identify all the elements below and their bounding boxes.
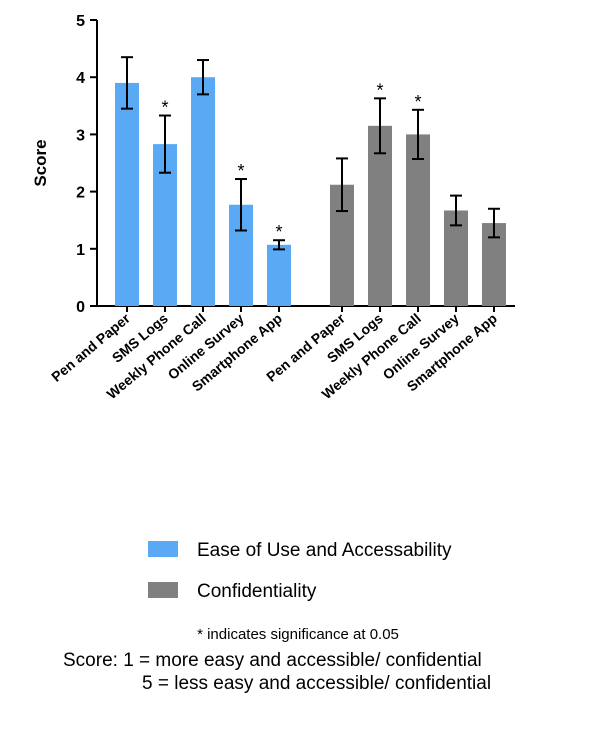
y-tick-label: 1 — [76, 242, 85, 259]
significance-mark: * — [275, 222, 282, 242]
legend-label: Confidentiality — [197, 581, 317, 602]
footnote: * indicates significance at 0.05 — [197, 626, 399, 643]
legend-swatch — [148, 541, 178, 557]
bar — [115, 82, 139, 306]
y-tick-label: 2 — [76, 185, 85, 202]
legend-label: Ease of Use and Accessability — [197, 540, 452, 561]
y-tick-label: 4 — [76, 70, 85, 87]
bar — [191, 77, 215, 306]
y-tick-label: 5 — [76, 13, 85, 30]
score-note: Score: 1 = more easy and accessible/ con… — [63, 650, 482, 671]
bar — [444, 210, 468, 306]
bar — [406, 134, 430, 306]
significance-mark: * — [414, 92, 421, 112]
significance-mark: * — [161, 98, 168, 118]
y-tick-label: 3 — [76, 127, 85, 144]
score-note: 5 = less easy and accessible/ confidenti… — [142, 673, 491, 694]
y-axis-label: Score — [31, 139, 50, 186]
bar — [368, 125, 392, 306]
significance-mark: * — [376, 80, 383, 100]
y-tick-label: 0 — [76, 299, 85, 316]
bar — [267, 244, 291, 306]
legend-swatch — [148, 582, 178, 598]
significance-mark: * — [237, 161, 244, 181]
